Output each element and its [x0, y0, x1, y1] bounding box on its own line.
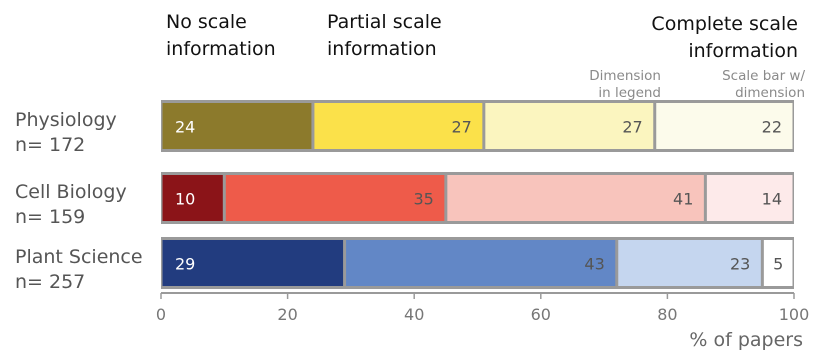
x-tick-label-100: 100 [779, 305, 810, 324]
bar-value-label-2-4: 14 [762, 190, 782, 209]
row-label-1: Physiology [15, 109, 117, 131]
header-complete-line-1: Complete scale [651, 13, 798, 35]
bar-segment-3-3 [618, 240, 761, 286]
header-scalebar-dim-line-2: dimension [735, 85, 805, 101]
bar-value-label-3-3: 23 [730, 255, 750, 274]
row-label-3: Plant Science [15, 246, 143, 268]
x-tick-label-0: 0 [156, 305, 166, 324]
bar-value-label-1-3: 27 [622, 118, 642, 137]
row-n-1: n= 172 [15, 134, 85, 156]
bar-value-label-3-1: 29 [175, 255, 195, 274]
bar-value-label-2-1: 10 [175, 190, 195, 209]
header-no-scale-line-2: information [166, 38, 276, 60]
bar-value-label-3-2: 43 [584, 255, 604, 274]
bar-value-label-1-2: 27 [451, 118, 471, 137]
bar-segment-2-2 [225, 175, 445, 221]
x-tick-label-80: 80 [657, 305, 677, 324]
x-axis-label: % of papers [689, 329, 803, 351]
bar-value-label-3-4: 5 [773, 255, 783, 274]
header-partial-line-1: Partial scale [327, 11, 442, 33]
header-no-scale-line-1: No scale [166, 11, 247, 33]
bar-segment-1-2 [314, 103, 483, 149]
bar-segment-3-2 [346, 240, 616, 286]
bar-segment-2-3 [447, 175, 704, 221]
x-tick-label-60: 60 [531, 305, 551, 324]
header-partial-line-2: information [327, 38, 437, 60]
header-dim-legend-line-1: Dimension [589, 68, 661, 84]
header-scalebar-dim-line-1: Scale bar w/ [722, 68, 805, 84]
bar-segment-2-4 [706, 175, 793, 221]
bar-value-label-2-2: 35 [413, 190, 433, 209]
bar-value-label-2-3: 41 [673, 190, 693, 209]
bar-segment-3-4 [763, 240, 793, 286]
header-dim-legend-line-2: in legend [598, 85, 661, 101]
bar-segment-1-3 [485, 103, 654, 149]
row-label-2: Cell Biology [15, 181, 127, 203]
bar-segment-1-1 [162, 103, 312, 149]
header-complete-line-2: information [688, 40, 798, 62]
x-tick-label-40: 40 [404, 305, 424, 324]
row-n-3: n= 257 [15, 271, 85, 293]
row-n-2: n= 159 [15, 206, 85, 228]
bar-segment-2-1 [162, 175, 223, 221]
x-tick-label-20: 20 [277, 305, 297, 324]
bar-value-label-1-4: 22 [762, 118, 782, 137]
bar-value-label-1-1: 24 [175, 118, 195, 137]
bar-segment-1-4 [656, 103, 793, 149]
bar-segment-3-1 [162, 240, 344, 286]
